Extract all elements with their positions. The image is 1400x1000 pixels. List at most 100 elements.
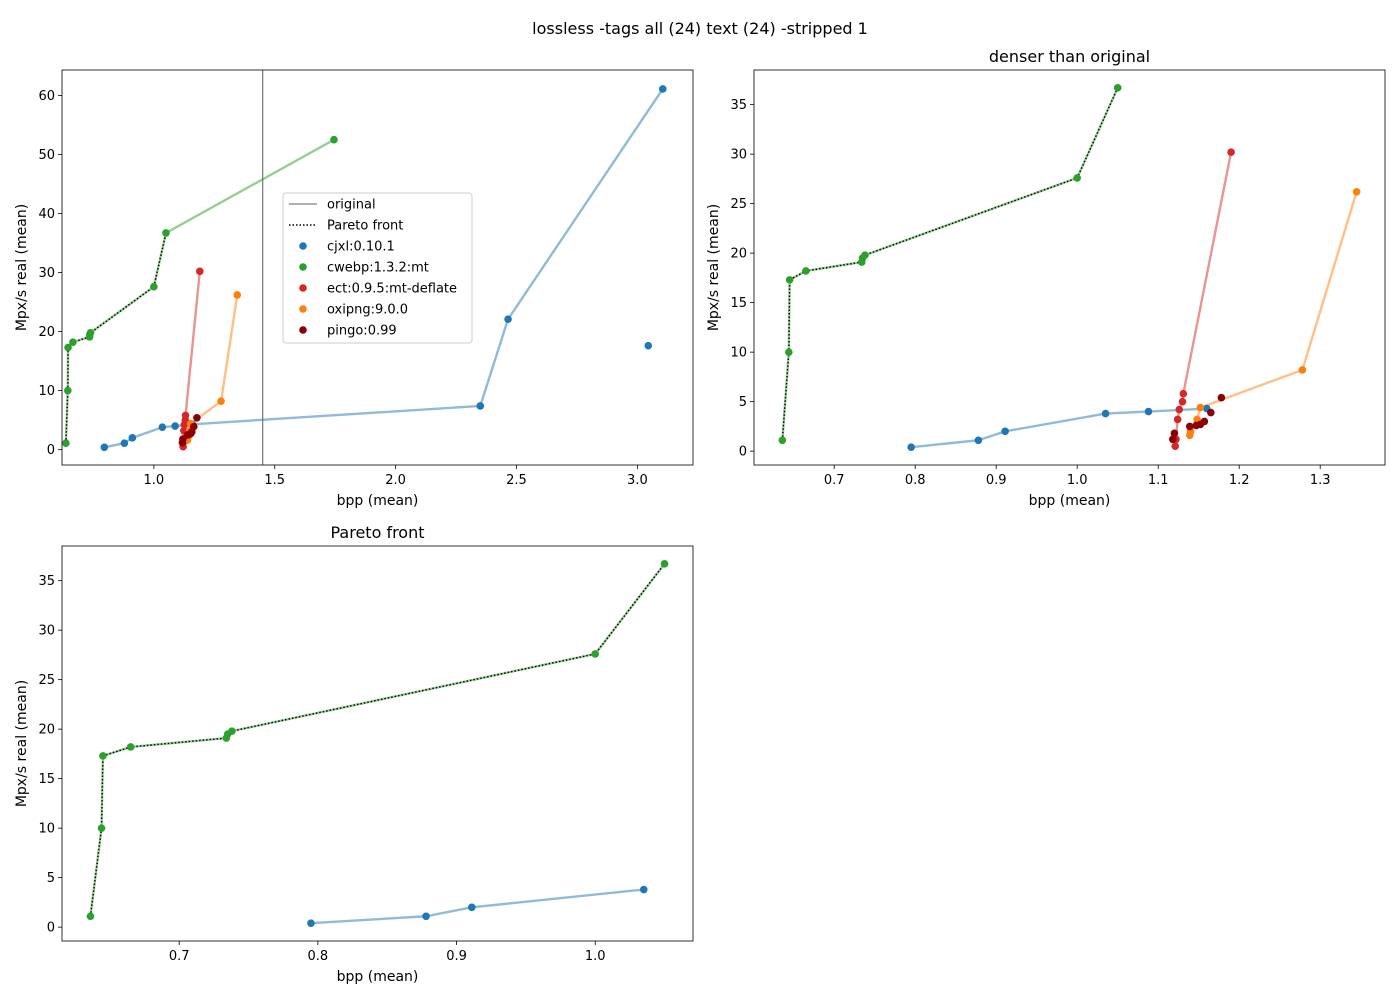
data-point-cjxl-0-10-1	[907, 443, 915, 451]
x-axis-label: bpp (mean)	[1029, 493, 1111, 509]
data-point-cjxl-0-10-1	[120, 439, 129, 447]
pareto-front-line	[89, 563, 666, 917]
y-tick-label: 5	[739, 395, 747, 410]
y-tick-label: 10	[38, 822, 55, 837]
data-point-ect-0-9-5-mt-deflate	[1173, 415, 1182, 424]
y-tick-label: 30	[38, 624, 55, 639]
data-point-ect-0-9-5-mt-deflate	[181, 411, 190, 420]
chart-1: 1.0 1.5 2.0 2.5 3.0 0 10 20 30 40 50 60 bpp (mean) Mp…	[14, 69, 694, 509]
data-point-cjxl-0-10-1	[504, 315, 512, 323]
x-tick-label: 0.7	[169, 949, 190, 964]
y-tick-label: 15	[38, 772, 55, 787]
data-point-cjxl-0-10-1	[1101, 409, 1110, 418]
data-point-ect-0-9-5-mt-deflate	[1178, 397, 1187, 406]
y-tick-label: 40	[38, 207, 55, 222]
x-tick-label: 0.8	[308, 949, 329, 964]
data-point-cwebp-1-3-2-mt	[97, 824, 106, 832]
chart-title: denser than original	[989, 47, 1150, 66]
legend-label-pingo-0-99: pingo:0.99	[327, 324, 397, 339]
data-point-cjxl-0-10-1	[639, 885, 648, 894]
axes-frame	[753, 69, 1386, 466]
legend-pareto-label: Pareto front	[327, 219, 403, 234]
x-tick-label: 0.8	[905, 473, 926, 488]
data-point-cjxl-0-10-1	[476, 402, 485, 410]
series-line-cwebp-1-3-2-mt	[89, 563, 666, 917]
y-tick-label: 60	[38, 89, 55, 104]
data-point-cwebp-1-3-2-mt	[330, 135, 338, 144]
y-tick-label: 20	[38, 325, 55, 340]
chart-2: denser than original 0.7 0.8 0.9 1.0 1.1 1.2 1.…	[706, 47, 1386, 509]
pareto-front-line	[65, 232, 167, 444]
data-point-pingo-0-99	[1170, 429, 1179, 438]
series-line-cjxl-0-10-1	[310, 888, 644, 925]
x-tick-label: 0.9	[986, 473, 1007, 488]
x-tick-label: 1.3	[1310, 473, 1331, 488]
data-point-cwebp-1-3-2-mt	[861, 251, 869, 259]
data-point-ect-0-9-5-mt-deflate	[196, 267, 204, 276]
legend-label-ect-0-9-5-mt-deflate: ect:0.9.5:mt-deflate	[327, 282, 457, 297]
data-point-cwebp-1-3-2-mt	[126, 743, 135, 751]
y-tick-label: 25	[730, 197, 747, 212]
data-point-cjxl-0-10-1	[422, 912, 430, 921]
x-axis-label: bpp (mean)	[337, 493, 419, 509]
data-point-pingo-0-99	[193, 413, 201, 422]
data-point-cjxl-0-10-1	[100, 443, 109, 452]
x-tick-label: 1.2	[1229, 473, 1250, 488]
data-point-cwebp-1-3-2-mt	[64, 343, 72, 352]
data-point-oxipng-9-0-0	[1352, 187, 1361, 196]
data-point-ect-0-9-5-mt-deflate	[1179, 389, 1188, 398]
data-point-cjxl-0-10-1	[1144, 407, 1153, 416]
x-axis-label: bpp (mean)	[337, 969, 419, 985]
x-tick-label: 2.5	[506, 473, 527, 488]
data-point-cwebp-1-3-2-mt	[86, 912, 95, 921]
y-tick-label: 10	[730, 346, 747, 361]
data-point-pingo-0-99	[189, 422, 198, 431]
data-point-cjxl-0-10-1	[128, 434, 137, 442]
data-point-cjxl-0-10-1	[468, 903, 476, 912]
data-point-oxipng-9-0-0	[1196, 403, 1205, 412]
data-point-ect-0-9-5-mt-deflate	[1171, 442, 1180, 450]
data-point-ect-0-9-5-mt-deflate	[1175, 405, 1184, 414]
y-tick-label: 5	[47, 871, 55, 886]
data-point-cwebp-1-3-2-mt	[1113, 84, 1122, 92]
data-point-cjxl-0-10-1	[974, 436, 983, 445]
data-point-oxipng-9-0-0	[1298, 366, 1307, 374]
y-axis-label: Mpx/s real (mean)	[14, 204, 30, 331]
y-tick-label: 20	[730, 247, 747, 262]
x-tick-label: 1.1	[1148, 473, 1169, 488]
axes-frame	[61, 69, 694, 466]
y-tick-label: 25	[38, 673, 55, 688]
x-tick-label: 2.0	[385, 473, 406, 488]
plot-area	[86, 560, 669, 927]
legend-box	[282, 192, 473, 344]
data-point-ect-0-9-5-mt-deflate	[1227, 148, 1235, 156]
data-point-cwebp-1-3-2-mt	[69, 338, 77, 346]
data-point-oxipng-9-0-0	[217, 397, 225, 406]
data-point-cjxl-0-10-1	[644, 341, 653, 350]
data-point-cjxl-0-10-1	[658, 85, 667, 93]
chart-title: Pareto front	[330, 523, 424, 542]
y-tick-label: 30	[730, 148, 747, 163]
y-tick-label: 35	[38, 574, 55, 589]
data-point-cwebp-1-3-2-mt	[228, 727, 236, 735]
legend-marker-cjxl-0-10-1	[299, 242, 307, 250]
x-tick-label: 1.0	[585, 949, 606, 964]
data-point-cwebp-1-3-2-mt	[99, 752, 107, 760]
data-point-cwebp-1-3-2-mt	[785, 276, 794, 284]
x-tick-label: 0.9	[446, 949, 467, 964]
y-axis-label: Mpx/s real (mean)	[706, 204, 722, 331]
data-point-pingo-0-99	[1207, 408, 1215, 417]
axes-frame	[61, 545, 694, 942]
figure-suptitle: lossless -tags all (24) text (24) -strip…	[532, 19, 868, 38]
series-line-cwebp-1-3-2-mt	[781, 87, 1119, 441]
legend-label-cwebp-1-3-2-mt: cwebp:1.3.2:mt	[327, 261, 429, 276]
data-point-cwebp-1-3-2-mt	[162, 229, 170, 237]
data-point-cwebp-1-3-2-mt	[778, 436, 787, 445]
y-axis-label: Mpx/s real (mean)	[14, 680, 30, 807]
data-point-pingo-0-99	[1185, 422, 1194, 431]
y-tick-label: 35	[730, 98, 747, 113]
legend-marker-pingo-0-99	[299, 326, 307, 334]
data-point-oxipng-9-0-0	[233, 291, 242, 299]
data-point-cwebp-1-3-2-mt	[591, 650, 600, 658]
legend-original-label: original	[327, 198, 376, 213]
